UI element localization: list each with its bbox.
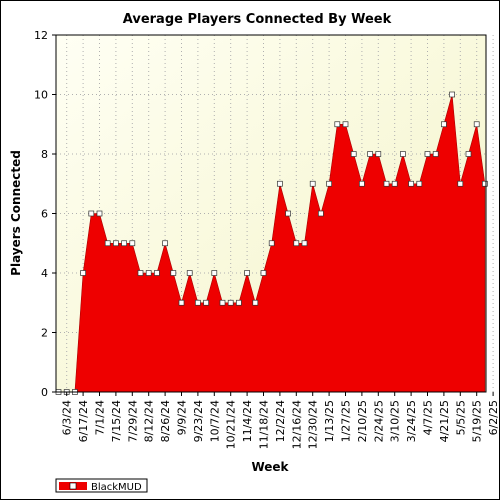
data-point — [449, 91, 455, 98]
x-tick-label: 12/30/24 — [307, 400, 320, 449]
data-point — [154, 270, 160, 276]
data-point — [137, 270, 144, 276]
chart-title: Average Players Connected By Week — [123, 12, 392, 27]
data-point — [195, 299, 201, 306]
x-axis-ticks: 6/3/24 6/17/24 7/1/24 7/15/24 7/29/24 8/12/24… — [61, 392, 500, 449]
data-point — [88, 210, 95, 217]
data-point — [342, 121, 349, 128]
data-point — [391, 180, 398, 187]
data-point — [375, 151, 382, 157]
y-axis-ticks: 0 2 4 6 8 10 12 — [34, 29, 56, 399]
data-point — [334, 121, 341, 128]
x-tick-label: 10/7/24 — [208, 400, 221, 442]
data-point — [301, 240, 308, 247]
data-point — [236, 299, 242, 306]
data-point — [424, 151, 431, 157]
x-tick-label: 2/24/25 — [372, 400, 385, 442]
data-point — [252, 299, 259, 306]
x-tick-label: 7/15/24 — [110, 400, 123, 442]
legend-label: BlackMUD — [91, 482, 142, 493]
data-point — [457, 180, 464, 187]
data-point — [162, 240, 168, 247]
data-point — [318, 210, 324, 217]
data-point — [383, 180, 390, 187]
x-tick-label: 5/19/25 — [471, 400, 484, 442]
x-tick-label: 1/13/25 — [323, 400, 336, 442]
data-point — [277, 180, 283, 187]
x-tick-label: 2/10/25 — [356, 400, 369, 442]
data-point — [367, 151, 373, 157]
x-tick-label: 12/16/24 — [290, 400, 303, 449]
data-point — [326, 180, 332, 187]
x-tick-label: 1/27/25 — [340, 400, 353, 442]
y-tick-label: 2 — [41, 327, 48, 340]
x-tick-label: 11/18/24 — [258, 400, 271, 449]
x-tick-label: 8/12/24 — [143, 400, 156, 442]
x-tick-label: 6/3/24 — [61, 400, 74, 435]
data-point — [285, 210, 291, 217]
data-point — [400, 151, 406, 157]
legend-marker — [69, 482, 77, 490]
y-tick-label: 8 — [41, 148, 48, 161]
y-tick-label: 0 — [41, 386, 48, 399]
x-tick-label: 7/1/24 — [94, 400, 107, 435]
x-tick-label: 3/24/25 — [405, 400, 418, 442]
x-axis-title: Week — [251, 460, 289, 474]
data-point — [432, 151, 439, 157]
data-point — [186, 270, 193, 276]
x-tick-label: 6/17/24 — [77, 400, 90, 442]
x-tick-label: 11/4/24 — [241, 400, 254, 442]
data-point — [219, 299, 226, 306]
data-point — [293, 240, 300, 247]
data-point — [80, 270, 86, 276]
data-point — [260, 270, 267, 276]
data-point — [441, 121, 447, 128]
data-point — [350, 151, 357, 157]
data-point — [121, 240, 127, 247]
data-point — [170, 270, 177, 276]
legend: BlackMUD — [55, 478, 148, 493]
data-point — [145, 270, 152, 276]
x-tick-label: 8/26/24 — [159, 400, 172, 442]
x-tick-label: 3/10/25 — [389, 400, 402, 442]
y-tick-label: 12 — [34, 29, 48, 42]
x-tick-label: 9/23/24 — [192, 400, 205, 442]
data-point — [211, 270, 218, 276]
data-point — [416, 180, 423, 187]
data-point — [359, 180, 365, 187]
data-point — [203, 299, 209, 306]
data-point — [129, 240, 136, 247]
data-point — [465, 151, 472, 157]
data-point — [227, 299, 234, 306]
data-point — [408, 180, 414, 187]
data-point — [473, 121, 480, 128]
x-tick-label: 12/2/24 — [274, 400, 287, 442]
y-tick-label: 6 — [41, 208, 48, 221]
data-point — [309, 180, 316, 187]
data-point — [244, 270, 250, 276]
y-axis-title: Players Connected — [9, 150, 23, 276]
data-point — [178, 299, 185, 306]
data-point — [482, 180, 488, 187]
x-tick-label: 6/2/25 — [487, 400, 500, 435]
x-tick-label: 9/9/24 — [176, 400, 189, 435]
data-point — [268, 240, 275, 247]
x-tick-label: 7/29/24 — [126, 400, 139, 442]
y-tick-label: 4 — [41, 267, 48, 280]
data-point — [104, 240, 111, 247]
y-tick-label: 10 — [34, 89, 48, 102]
x-tick-label: 10/21/24 — [225, 400, 238, 449]
data-point — [113, 240, 119, 247]
x-tick-label: 5/5/25 — [454, 400, 467, 435]
data-point — [96, 210, 103, 217]
x-tick-label: 4/7/25 — [422, 400, 435, 435]
x-tick-label: 4/21/25 — [438, 400, 451, 442]
